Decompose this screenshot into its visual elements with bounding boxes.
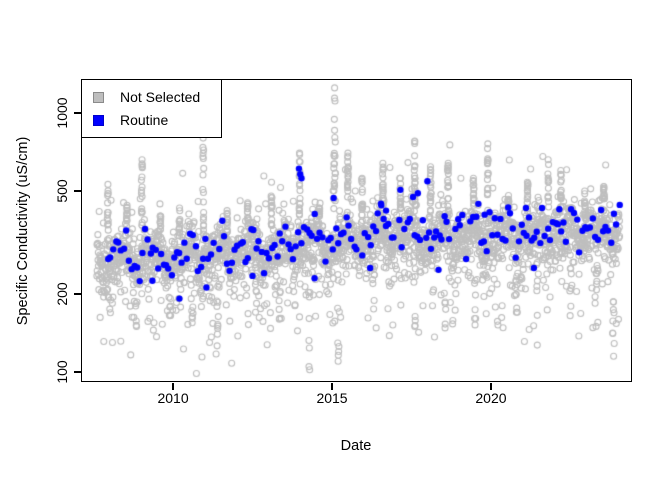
y-axis-tick-200 <box>74 293 81 295</box>
x-tick-label-2020: 2020 <box>475 390 507 406</box>
y-axis-title: Specific Conductivity (uS/cm) <box>15 136 31 326</box>
legend-label-routine: Routine <box>120 112 169 128</box>
y-axis-tick-1000 <box>74 112 81 114</box>
legend-label-not-selected: Not Selected <box>120 89 201 105</box>
routine-swatch-icon <box>93 114 104 126</box>
x-axis-tick-2015 <box>331 382 333 390</box>
legend-item-routine: Routine <box>82 110 221 130</box>
x-axis-tick-2020 <box>490 382 492 390</box>
legend-item-not-selected: Not Selected <box>82 87 221 107</box>
plot-area-border <box>81 79 632 382</box>
not-selected-swatch-icon <box>93 91 104 103</box>
y-axis-tick-500 <box>74 190 81 192</box>
x-tick-label-2015: 2015 <box>316 390 348 406</box>
legend: Not Selected Routine <box>81 79 222 138</box>
y-tick-label-1000: 1000 <box>54 97 70 129</box>
x-axis-tick-2010 <box>172 382 174 390</box>
y-tick-label-100: 100 <box>54 360 70 384</box>
x-axis-title: Date <box>340 438 372 454</box>
y-axis-tick-100 <box>74 371 81 373</box>
y-tick-label-200: 200 <box>54 282 70 306</box>
y-tick-label-500: 500 <box>54 179 70 203</box>
x-tick-label-2010: 2010 <box>157 390 189 406</box>
